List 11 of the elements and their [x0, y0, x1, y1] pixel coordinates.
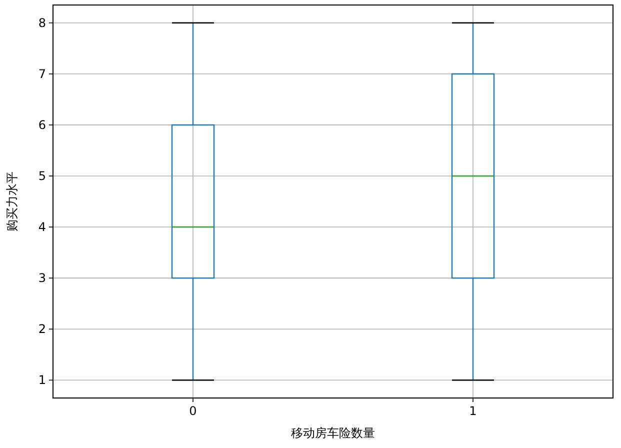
- x-axis-title: 移动房车险数量: [291, 426, 375, 440]
- y-tick-label: 2: [38, 322, 46, 336]
- y-tick-label: 8: [38, 16, 46, 30]
- y-axis-title: 购买力水平: [5, 172, 19, 232]
- x-tick-label: 0: [189, 404, 197, 418]
- y-tick-label: 4: [38, 220, 46, 234]
- y-tick-label: 7: [38, 66, 46, 81]
- y-tick-label: 3: [38, 271, 46, 286]
- y-tick-label: 1: [38, 373, 46, 388]
- y-tick-label: 6: [38, 118, 46, 132]
- y-tick-label: 5: [38, 168, 46, 183]
